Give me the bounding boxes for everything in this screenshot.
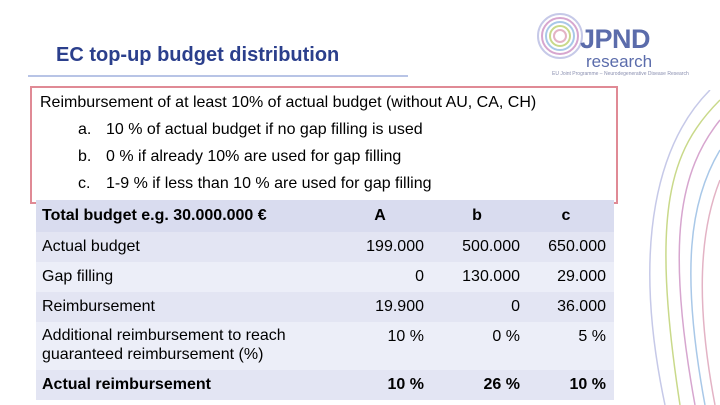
table-row: Reimbursement 19.900 0 36.000 — [36, 292, 614, 322]
cell-c: 5 % — [578, 328, 606, 345]
row-label: Reimbursement — [42, 298, 155, 315]
jpnd-logo: JPND research EU Joint Programme – Neuro… — [534, 6, 710, 80]
cell-b: 0 % — [492, 328, 520, 345]
cell-c: 10 % — [569, 376, 606, 393]
row-label: Actual reimbursement — [42, 376, 211, 393]
cell-a: 10 % — [387, 376, 424, 393]
cell-a: 19.900 — [375, 298, 424, 315]
intro-main-text: Reimbursement of at least 10% of actual … — [40, 94, 537, 111]
header-col-b: b — [472, 207, 482, 224]
list-marker: a. — [78, 121, 92, 138]
list-marker: c. — [78, 175, 91, 192]
list-item: a. 10 % of actual budget if no gap fillin… — [78, 121, 423, 139]
table-row: Additional reimbursement to reach guaran… — [36, 322, 614, 370]
cell-a: 0 — [415, 268, 424, 285]
row-label: Actual budget — [42, 238, 140, 255]
list-text: 10 % of actual budget if no gap filling … — [106, 121, 423, 138]
table-row: Actual reimbursement 10 % 26 % 10 % — [36, 370, 614, 400]
list-text: 1-9 % if less than 10 % are used for gap… — [106, 175, 432, 192]
header-col-a: A — [374, 207, 386, 224]
intro-box: Reimbursement of at least 10% of actual … — [30, 86, 618, 204]
title-underline — [28, 75, 408, 77]
page-title: EC top-up budget distribution — [56, 44, 340, 66]
row-label: Additional reimbursement to reach guaran… — [42, 327, 286, 363]
list-text: 0 % if already 10% are used for gap fill… — [106, 148, 402, 165]
list-item: b. 0 % if already 10% are used for gap fi… — [78, 148, 401, 166]
table-header-row: Total budget e.g. 30.000.000 € A b c — [36, 200, 614, 232]
table-row: Gap filling 0 130.000 29.000 — [36, 262, 614, 292]
cell-b: 130.000 — [462, 268, 520, 285]
list-item: c. 1-9 % if less than 10 % are used for g… — [78, 175, 432, 193]
cell-a: 10 % — [387, 328, 424, 345]
table-row: Actual budget 199.000 500.000 650.000 — [36, 232, 614, 262]
logo-wordmark: JPND — [580, 24, 651, 54]
cell-b: 500.000 — [462, 238, 520, 255]
row-label: Gap filling — [42, 268, 114, 285]
logo-ring-icon — [537, 13, 583, 59]
cell-c: 650.000 — [548, 238, 606, 255]
cell-b: 26 % — [483, 376, 520, 393]
cell-a: 199.000 — [366, 238, 424, 255]
cell-c: 29.000 — [557, 268, 606, 285]
logo-tagline: EU Joint Programme – Neurodegenerative D… — [552, 71, 689, 77]
list-marker: b. — [78, 148, 92, 165]
cell-c: 36.000 — [557, 298, 606, 315]
decorative-swirl — [649, 90, 720, 405]
cell-b: 0 — [511, 298, 520, 315]
header-label: Total budget e.g. 30.000.000 € — [42, 207, 267, 224]
header-col-c: c — [561, 207, 571, 224]
logo-subtitle: research — [586, 52, 653, 71]
